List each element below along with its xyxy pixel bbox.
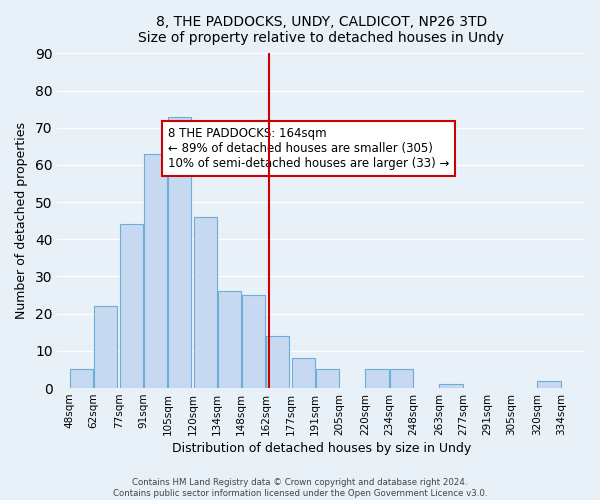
Bar — [168, 116, 191, 388]
Bar — [292, 358, 315, 388]
Bar — [389, 370, 413, 388]
Title: 8, THE PADDOCKS, UNDY, CALDICOT, NP26 3TD
Size of property relative to detached : 8, THE PADDOCKS, UNDY, CALDICOT, NP26 3T… — [138, 15, 504, 45]
Y-axis label: Number of detached properties: Number of detached properties — [15, 122, 28, 319]
Bar — [70, 370, 93, 388]
Bar — [194, 217, 217, 388]
Bar — [218, 292, 241, 388]
Bar — [94, 306, 117, 388]
X-axis label: Distribution of detached houses by size in Undy: Distribution of detached houses by size … — [172, 442, 471, 455]
Bar — [439, 384, 463, 388]
Bar — [242, 295, 265, 388]
Bar — [316, 370, 339, 388]
Bar — [538, 380, 560, 388]
Bar — [266, 336, 289, 388]
Text: Contains HM Land Registry data © Crown copyright and database right 2024.
Contai: Contains HM Land Registry data © Crown c… — [113, 478, 487, 498]
Bar — [120, 224, 143, 388]
Bar — [144, 154, 167, 388]
Bar — [365, 370, 389, 388]
Text: 8 THE PADDOCKS: 164sqm
← 89% of detached houses are smaller (305)
10% of semi-de: 8 THE PADDOCKS: 164sqm ← 89% of detached… — [168, 127, 449, 170]
